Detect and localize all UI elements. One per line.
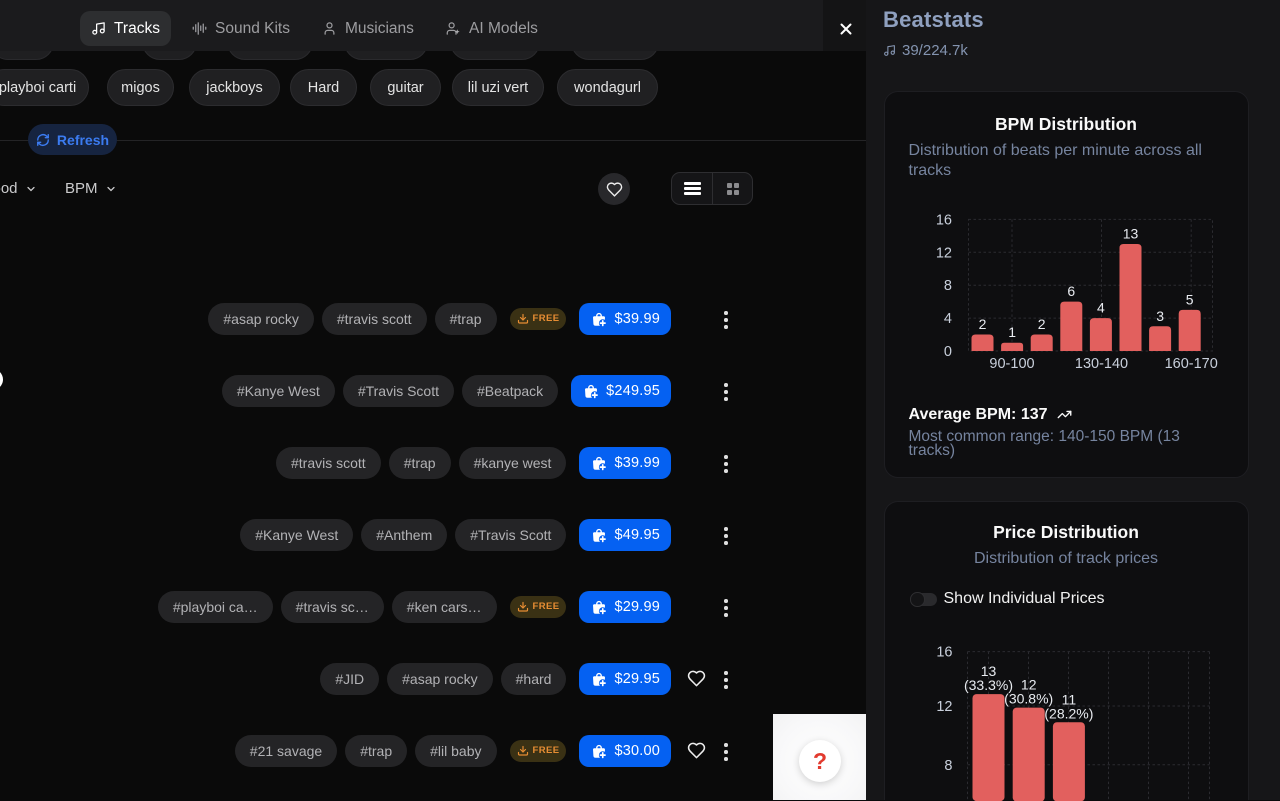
svg-text:1: 1 bbox=[1008, 324, 1016, 340]
svg-text:5: 5 bbox=[1185, 291, 1193, 307]
svg-text:8: 8 bbox=[944, 758, 952, 774]
svg-text:(33.3%): (33.3%) bbox=[963, 677, 1012, 693]
svg-text:3: 3 bbox=[1156, 308, 1164, 324]
svg-text:(28.2%): (28.2%) bbox=[1044, 705, 1093, 721]
svg-text:160-170: 160-170 bbox=[1164, 356, 1217, 372]
svg-text:13: 13 bbox=[1122, 226, 1138, 242]
svg-text:4: 4 bbox=[1097, 300, 1105, 316]
svg-text:11: 11 bbox=[1061, 691, 1076, 707]
svg-text:12: 12 bbox=[1020, 677, 1036, 693]
svg-text:2: 2 bbox=[1037, 316, 1045, 332]
svg-text:4: 4 bbox=[943, 311, 951, 327]
svg-text:8: 8 bbox=[943, 278, 951, 294]
svg-text:12: 12 bbox=[936, 699, 952, 715]
svg-text:6: 6 bbox=[1067, 283, 1075, 299]
svg-text:13: 13 bbox=[980, 663, 996, 679]
svg-text:0: 0 bbox=[943, 344, 951, 360]
svg-text:(30.8%): (30.8%) bbox=[1004, 691, 1053, 707]
svg-text:16: 16 bbox=[935, 212, 951, 228]
svg-text:90-100: 90-100 bbox=[989, 356, 1034, 372]
svg-text:12: 12 bbox=[935, 245, 951, 261]
svg-text:130-140: 130-140 bbox=[1074, 356, 1127, 372]
svg-text:16: 16 bbox=[936, 645, 952, 661]
svg-text:2: 2 bbox=[978, 316, 986, 332]
